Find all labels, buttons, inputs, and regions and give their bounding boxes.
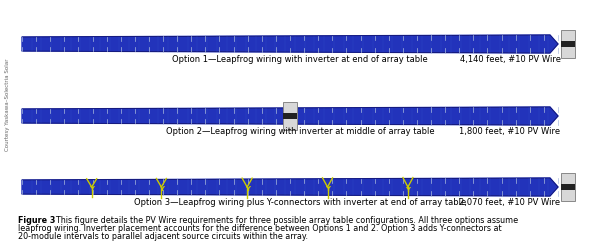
Text: Y: Y xyxy=(89,186,94,192)
Text: Option 1—Leapfrog wiring with inverter at end of array table: Option 1—Leapfrog wiring with inverter a… xyxy=(172,55,428,64)
Text: 20-module intervals to parallel adjacent source circuits within the array.: 20-module intervals to parallel adjacent… xyxy=(18,232,308,241)
Text: Figure 3: Figure 3 xyxy=(18,216,55,225)
Text: Option 3—Leapfrog wiring plus Y-connectors with inverter at end of array table: Option 3—Leapfrog wiring plus Y-connecto… xyxy=(134,198,466,207)
Polygon shape xyxy=(22,107,558,125)
Bar xyxy=(561,173,575,201)
Bar xyxy=(561,30,575,58)
Text: 4,140 feet, #10 PV Wire: 4,140 feet, #10 PV Wire xyxy=(460,55,560,64)
Bar xyxy=(283,114,297,118)
Text: Option 2—Leapfrog wiring with inverter at middle of array table: Option 2—Leapfrog wiring with inverter a… xyxy=(166,127,434,136)
Polygon shape xyxy=(22,35,558,53)
Text: 2,070 feet, #10 PV Wire: 2,070 feet, #10 PV Wire xyxy=(460,198,560,207)
Text: Y: Y xyxy=(325,186,330,192)
Bar xyxy=(561,184,575,190)
Polygon shape xyxy=(22,178,558,196)
Text: This figure details the PV Wire requirements for three possible array table conf: This figure details the PV Wire requirem… xyxy=(51,216,518,225)
Text: 1,800 feet, #10 PV Wire: 1,800 feet, #10 PV Wire xyxy=(460,127,560,136)
Text: leapfrog wiring. Inverter placement accounts for the difference between Options : leapfrog wiring. Inverter placement acco… xyxy=(18,224,502,233)
Text: Y: Y xyxy=(159,186,164,192)
Bar xyxy=(561,42,575,46)
Text: Courtesy Yaskawa–Solectria Solar: Courtesy Yaskawa–Solectria Solar xyxy=(5,59,11,151)
Bar xyxy=(283,102,297,130)
Text: Y: Y xyxy=(406,186,410,192)
Text: Y: Y xyxy=(245,186,250,192)
